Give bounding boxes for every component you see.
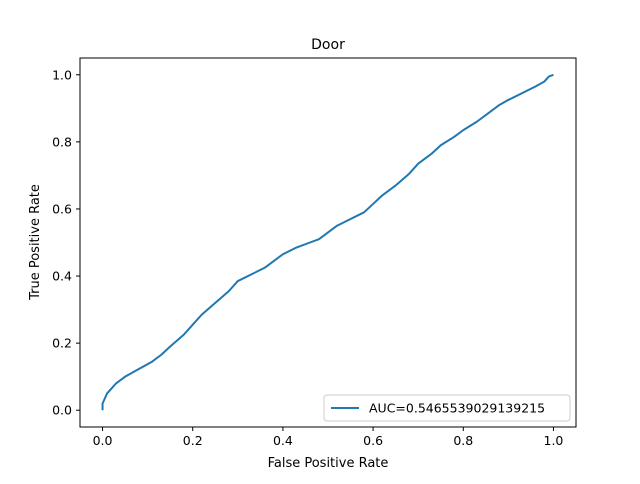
x-tick-label: 0.0 [93,433,113,448]
x-tick-label: 0.2 [183,433,203,448]
legend-label: AUC=0.5465539029139215 [369,401,545,416]
chart-title: Door [311,37,345,53]
x-tick-label: 1.0 [544,433,564,448]
x-axis-ticks: 0.0 0.2 0.4 0.6 0.8 1.0 [93,427,564,448]
x-tick-label: 0.6 [363,433,383,448]
y-tick-label: 0.0 [52,403,72,418]
roc-curve [101,73,554,411]
y-tick-label: 0.6 [52,201,72,216]
y-tick-label: 0.8 [52,134,72,149]
y-tick-label: 1.0 [52,67,72,82]
series-layer [101,73,554,411]
y-axis-label: True Positive Rate [28,184,43,301]
x-axis-label: False Positive Rate [268,456,389,471]
y-axis-ticks: 0.0 0.2 0.4 0.6 0.8 1.0 [52,67,80,418]
plot-frame [79,57,577,428]
x-tick-label: 0.8 [453,433,473,448]
legend: AUC=0.5465539029139215 [323,394,571,422]
y-tick-label: 0.2 [52,336,72,351]
x-tick-label: 0.4 [273,433,293,448]
y-tick-label: 0.4 [52,269,72,284]
legend-box [323,394,571,422]
